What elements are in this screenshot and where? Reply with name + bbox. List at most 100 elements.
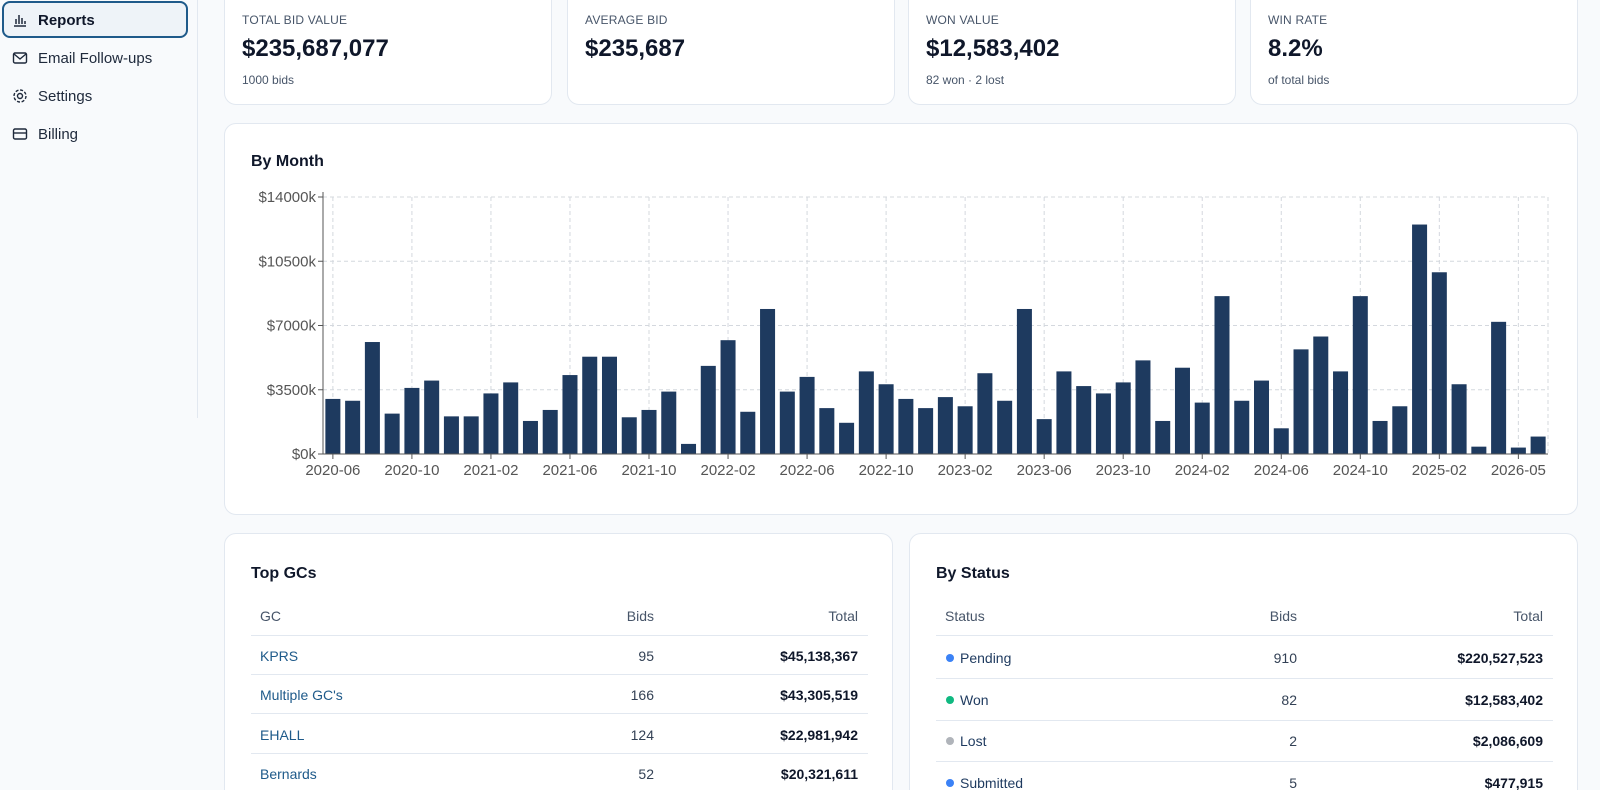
nav-label: Email Follow-ups	[38, 49, 153, 67]
bar	[1530, 436, 1546, 454]
status-dot	[946, 737, 954, 745]
nav-icon	[13, 89, 27, 103]
x-tick-label: 2024-02	[1175, 462, 1230, 479]
x-tick-label: 2020-06	[305, 462, 360, 479]
bar	[1372, 420, 1388, 454]
bar	[1174, 367, 1190, 454]
stat-label: WIN RATE	[1268, 13, 1328, 27]
bar	[839, 422, 855, 454]
row-rule	[936, 678, 1553, 679]
gc-link[interactable]: Bernards	[260, 765, 317, 782]
chart-title: By Month	[251, 153, 324, 170]
bar	[779, 391, 795, 454]
x-tick-label: 2021-06	[542, 462, 597, 479]
status-name: Submitted	[960, 774, 1024, 790]
bids-cell: 82	[1281, 691, 1297, 708]
row-rule	[936, 761, 1553, 762]
bar	[977, 373, 993, 454]
stat-value: $235,687	[585, 35, 686, 62]
bar	[1135, 360, 1151, 454]
bar	[720, 340, 736, 454]
bar	[1214, 296, 1230, 454]
total-cell: $12,583,402	[1465, 691, 1543, 708]
bar	[621, 417, 637, 454]
bids-cell: 124	[630, 726, 654, 743]
nav-item[interactable]: Settings	[12, 78, 92, 114]
column-header: Bids	[1269, 608, 1297, 624]
x-tick-label: 2024-06	[1254, 462, 1309, 479]
nav-item[interactable]: Billing	[12, 116, 78, 152]
gc-link[interactable]: EHALL	[260, 726, 305, 743]
bar	[1451, 384, 1467, 454]
status-dot	[946, 654, 954, 662]
bar	[700, 365, 716, 454]
stat-inner: TOTAL BID VALUE $235,687,077 1000 bids	[225, 1, 551, 101]
column-header: Bids	[626, 608, 654, 624]
y-tick-label: $14000k	[258, 189, 316, 206]
bar	[1412, 224, 1428, 454]
total-cell: $477,915	[1484, 774, 1543, 790]
bar	[819, 408, 835, 454]
total-cell: $45,138,367	[780, 648, 858, 664]
bar	[1392, 406, 1408, 454]
bids-cell: 910	[1273, 650, 1297, 666]
header-rule	[936, 635, 1553, 636]
bar	[562, 375, 578, 454]
column-header: Total	[1513, 608, 1543, 624]
stat-inner: AVERAGE BID $235,687	[568, 1, 894, 101]
bar	[918, 408, 934, 454]
column-header: Status	[945, 608, 985, 624]
x-tick-label: 2020-10	[384, 462, 439, 479]
column-header: GC	[260, 608, 281, 624]
stat-label: AVERAGE BID	[585, 13, 668, 27]
row-rule	[251, 752, 868, 754]
nav-item[interactable]: Email Follow-ups	[12, 40, 152, 76]
bar	[1471, 446, 1487, 454]
sidebar	[0, 0, 198, 418]
bar	[1333, 371, 1349, 454]
nav-label: Reports	[38, 11, 95, 29]
bar	[661, 391, 677, 454]
bar	[325, 398, 341, 454]
bar	[463, 416, 479, 454]
bar	[364, 342, 380, 454]
nav-item[interactable]: Reports	[12, 2, 95, 38]
table-title: By Status	[936, 565, 1010, 582]
bar	[1254, 380, 1270, 454]
stat-sub: of total bids	[1268, 73, 1330, 87]
stat-inner: WIN RATE 8.2% of total bids	[1251, 1, 1577, 101]
gc-link[interactable]: KPRS	[260, 648, 299, 664]
y-tick-label: $0k	[292, 446, 317, 463]
stat-sub: 1000 bids	[242, 73, 295, 87]
total-cell: $43,305,519	[780, 687, 858, 704]
bar	[1194, 402, 1210, 454]
bids-cell: 52	[638, 765, 654, 782]
bar	[1056, 371, 1072, 454]
status-name: Pending	[960, 650, 1012, 666]
header-rule	[251, 635, 868, 636]
bar	[1115, 382, 1131, 454]
chart-card: By Month $0k $3500k $7000k $10500k $14000k 202…	[224, 123, 1578, 515]
bar	[1293, 349, 1309, 454]
column-header: Total	[828, 608, 858, 624]
total-cell: $220,527,523	[1457, 650, 1543, 666]
y-tick-label: $3500k	[267, 382, 317, 399]
x-tick-label: 2023-06	[1017, 462, 1072, 479]
x-tick-label: 2023-10	[1096, 462, 1151, 479]
active-nav-highlight	[2, 1, 188, 38]
gc-link[interactable]: Multiple GC's	[260, 687, 343, 704]
stat-label: TOTAL BID VALUE	[242, 13, 348, 27]
total-cell: $22,981,942	[780, 726, 858, 743]
x-tick-label: 2022-02	[701, 462, 756, 479]
stat-value: $12,583,402	[926, 35, 1060, 62]
nav-label: Settings	[38, 87, 93, 105]
bar	[1510, 447, 1526, 454]
bar	[799, 376, 815, 454]
bar	[542, 409, 558, 454]
bids-cell: 166	[630, 687, 654, 704]
bar	[898, 398, 914, 454]
stat-label: WON VALUE	[926, 13, 999, 27]
row-rule	[251, 674, 868, 675]
x-tick-label: 2024-10	[1333, 462, 1388, 479]
